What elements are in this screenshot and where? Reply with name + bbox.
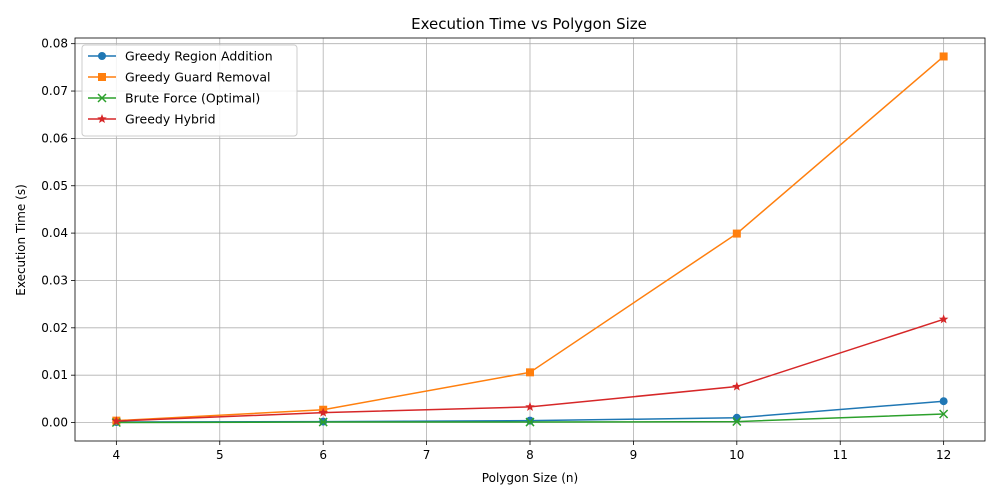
legend-item: Greedy Region Addition [88, 49, 273, 64]
y-tick-label: 0.03 [41, 273, 68, 287]
chart-title: Execution Time vs Polygon Size [411, 15, 647, 33]
legend-marker [98, 73, 106, 81]
y-tick-label: 0.07 [41, 84, 68, 98]
data-point [318, 407, 328, 417]
x-tick-label: 10 [729, 448, 744, 462]
y-tick-label: 0.01 [41, 368, 68, 382]
data-point [732, 417, 742, 427]
legend-box [81, 44, 298, 137]
data-point [526, 416, 534, 425]
legend-marker [97, 93, 107, 103]
legend-item: Greedy Guard Removal [88, 70, 271, 85]
series-layer [111, 52, 949, 428]
x-axis-label: Polygon Size (n) [482, 471, 578, 485]
x-tick-label: 9 [630, 448, 638, 462]
data-point [525, 401, 535, 411]
data-point [939, 397, 948, 406]
data-point [939, 409, 949, 419]
series-2 [111, 409, 949, 428]
y-tick-label: 0.08 [41, 37, 68, 51]
y-tick-label: 0.02 [41, 321, 68, 335]
x-tick-label: 12 [936, 448, 951, 462]
legend-item: Brute Force (Optimal) [88, 91, 260, 106]
x-tick-label: 7 [423, 448, 431, 462]
x-tick-label: 5 [216, 448, 224, 462]
y-tick-label: 0.04 [41, 226, 68, 240]
y-tick-label: 0.00 [41, 416, 68, 430]
data-point [732, 229, 741, 238]
legend-label: Brute Force (Optimal) [125, 91, 260, 106]
x-tick-label: 6 [319, 448, 327, 462]
data-point [111, 416, 122, 426]
x-tick-label: 11 [833, 448, 848, 462]
y-tick-label: 0.06 [41, 131, 68, 145]
legend-label: Greedy Region Addition [125, 49, 273, 64]
data-point [318, 417, 328, 427]
axis-ticks: 4 5 6 7 8 9 10 11 12 0.00 0.01 0.02 0.03 0.04 0.05 0.06… [41, 37, 951, 462]
data-point [938, 314, 949, 324]
legend-label: Greedy Hybrid [125, 112, 216, 127]
legend-item: Greedy Hybrid [88, 112, 216, 127]
legend-label: Greedy Guard Removal [125, 70, 271, 85]
data-point [939, 52, 948, 61]
data-point [526, 368, 534, 377]
series-3 [111, 314, 949, 426]
data-point [525, 417, 535, 427]
legend-marker [98, 52, 106, 60]
legend-marker [97, 114, 107, 124]
data-point [732, 381, 742, 391]
legend: Greedy Region Addition Greedy Guard Remov… [81, 44, 298, 137]
y-axis-label: Execution Time (s) [14, 184, 28, 296]
y-tick-label: 0.05 [41, 179, 68, 193]
x-tick-label: 8 [526, 448, 534, 462]
x-tick-label: 4 [113, 448, 121, 462]
